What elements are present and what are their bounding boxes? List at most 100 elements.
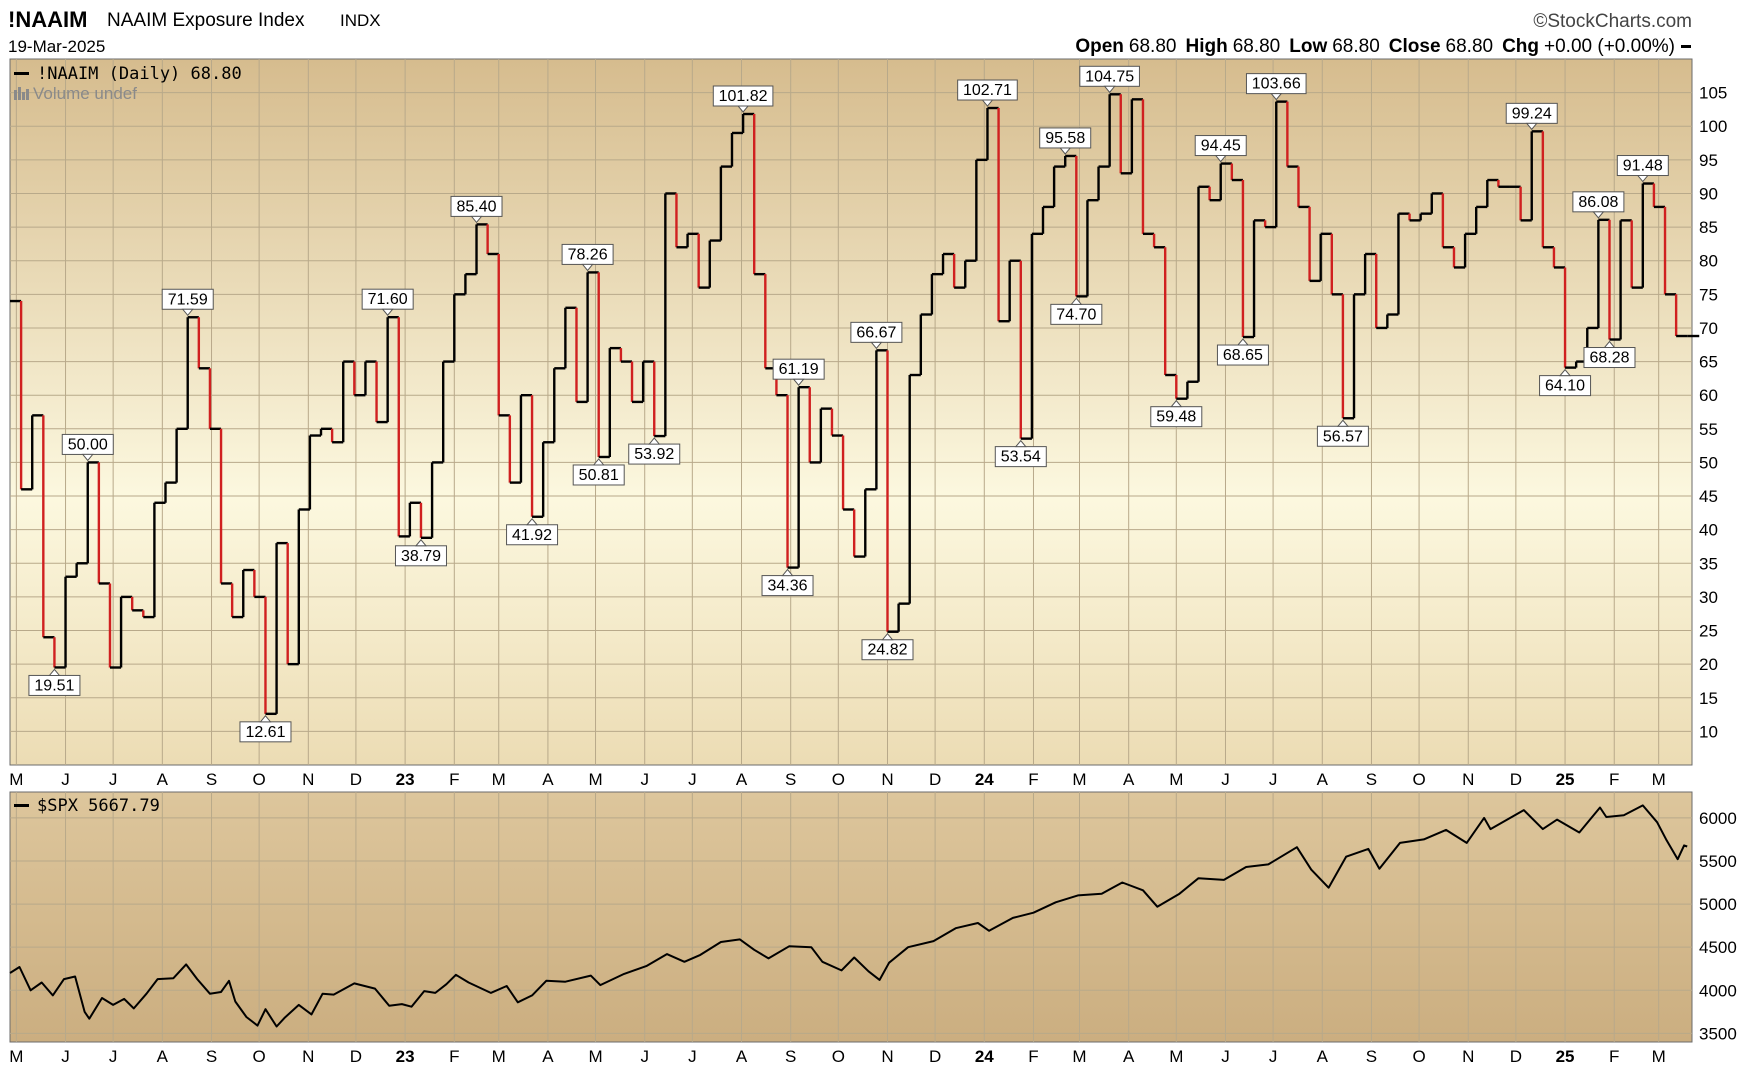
x-tick-label: M: [492, 1047, 506, 1066]
naaim-panel: 19.51 50.00 71.59 12.61 71.60 38.79 85.40 41.92…: [9, 58, 1727, 789]
x-tick-label: D: [1510, 770, 1522, 789]
ohlc-value: 68.80: [1446, 36, 1494, 57]
x-tick-label: A: [736, 770, 748, 789]
y-tick-label: 45: [1699, 487, 1718, 506]
peak-label: 56.57: [1316, 419, 1369, 447]
peak-label: 94.45: [1194, 135, 1247, 163]
ohlc-value: 68.80: [1233, 36, 1281, 57]
peak-label-pointer: [881, 632, 894, 641]
ohlc-label: Chg: [1502, 36, 1539, 57]
naaim-legend-swatch: [14, 72, 29, 75]
y-tick-label: 75: [1699, 285, 1718, 304]
ohlc-label: Open: [1075, 36, 1124, 57]
peak-label-text: 56.57: [1323, 428, 1363, 445]
x-tick-label: S: [1366, 770, 1377, 789]
peak-label-pointer: [870, 341, 883, 350]
peak-label: 68.28: [1583, 340, 1636, 369]
x-tick-label: M: [1652, 770, 1666, 789]
spx-legend: $SPX 5667.79: [14, 796, 160, 816]
x-tick-label: N: [302, 1047, 314, 1066]
peak-label: 101.82: [712, 85, 774, 113]
x-tick-label: S: [785, 770, 796, 789]
x-tick-label: J: [1221, 770, 1230, 789]
x-tick-label: D: [929, 1047, 941, 1066]
x-tick-label: N: [1462, 770, 1474, 789]
x-tick-label: M: [1169, 1047, 1183, 1066]
peak-label-text: 71.59: [168, 291, 208, 308]
chart-date: 19-Mar-2025: [8, 37, 105, 56]
y-tick-label: 50: [1699, 453, 1718, 472]
peak-label-text: 71.60: [368, 291, 408, 308]
y-tick-label: 70: [1699, 319, 1718, 338]
peak-label-pointer: [48, 668, 61, 676]
peak-label-text: 94.45: [1201, 138, 1241, 155]
x-tick-label: J: [61, 770, 70, 789]
peak-label-pointer: [1236, 338, 1250, 346]
x-tick-label: N: [1462, 1047, 1474, 1066]
peak-label-pointer: [470, 215, 483, 224]
peak-label-pointer: [1103, 85, 1116, 94]
peak-label: 71.59: [161, 288, 214, 317]
x-tick-label: M: [1072, 770, 1086, 789]
y-tick-label: 30: [1699, 588, 1718, 607]
peak-label-pointer: [648, 437, 661, 445]
x-tick-label: A: [1317, 1047, 1329, 1066]
peak-label: 71.60: [361, 288, 414, 316]
y-tick-label: 4000: [1699, 981, 1737, 1000]
peak-label: 104.75: [1079, 65, 1140, 94]
x-tick-label: F: [449, 770, 459, 789]
ohlc-value: 68.80: [1332, 36, 1380, 57]
peak-label: 38.79: [394, 539, 447, 567]
peak-label: 12.61: [239, 715, 292, 743]
peak-label-pointer: [592, 458, 605, 466]
x-tick-label: O: [1412, 770, 1425, 789]
peak-label-text: 66.67: [856, 324, 896, 341]
x-tick-label: D: [350, 770, 362, 789]
y-tick-label: 80: [1699, 252, 1718, 271]
peak-label-pointer: [981, 99, 994, 107]
peak-label: 102.71: [957, 79, 1018, 107]
peak-label-text: 85.40: [456, 198, 496, 215]
x-tick-label: J: [1221, 1047, 1230, 1066]
x-tick-label: A: [1123, 1047, 1135, 1066]
peak-label-pointer: [1070, 297, 1083, 305]
x-tick-label: O: [1412, 1047, 1425, 1066]
y-tick-label: 20: [1699, 655, 1718, 674]
peak-label-text: 12.61: [245, 724, 285, 741]
peak-label-text: 102.71: [963, 82, 1012, 99]
peak-label-text: 78.26: [568, 246, 608, 263]
x-tick-label: M: [588, 770, 602, 789]
x-tick-label: 23: [396, 1047, 415, 1066]
x-tick-label: M: [1652, 1047, 1666, 1066]
peak-label: 91.48: [1616, 155, 1669, 183]
peak-label: 34.36: [761, 568, 814, 597]
y-tick-label: 35: [1699, 554, 1718, 573]
symbol: !NAAIM: [8, 7, 87, 32]
x-tick-label: A: [542, 1047, 554, 1066]
x-tick-label: S: [206, 1047, 217, 1066]
x-tick-label: A: [1317, 770, 1329, 789]
peak-label: 64.10: [1539, 368, 1592, 397]
index-name: NAAIM Exposure Index: [107, 10, 305, 31]
x-tick-label: D: [929, 770, 941, 789]
peak-label-pointer: [1603, 340, 1616, 349]
peak-label-text: 61.19: [779, 361, 819, 378]
peak-label-text: 74.70: [1056, 306, 1096, 323]
peak-label-text: 59.48: [1156, 409, 1196, 426]
peak-label-pointer: [1336, 419, 1349, 427]
peak-label-pointer: [1014, 439, 1027, 448]
peak-label-pointer: [259, 715, 272, 723]
x-tick-label: A: [157, 1047, 169, 1066]
x-tick-label: J: [640, 1047, 649, 1066]
x-tick-label: M: [9, 770, 23, 789]
peak-label-pointer: [781, 568, 794, 577]
peak-label-text: 99.24: [1512, 105, 1552, 122]
peak-label: 61.19: [772, 358, 825, 386]
peak-label-pointer: [1214, 155, 1227, 163]
peak-label: 68.65: [1216, 338, 1269, 366]
peak-label-pointer: [1270, 93, 1283, 101]
x-tick-label: F: [1609, 770, 1619, 789]
x-tick-label: A: [157, 770, 169, 789]
y-tick-label: 10: [1699, 722, 1718, 741]
